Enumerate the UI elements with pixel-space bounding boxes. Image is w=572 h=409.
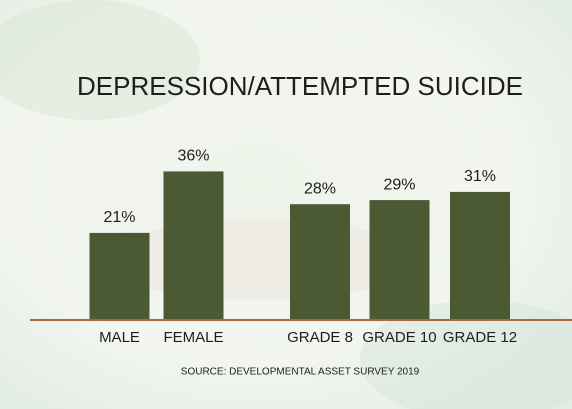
x-tick-label: GRADE 12: [443, 329, 517, 346]
value-label: 28%: [304, 180, 336, 197]
bar: [290, 204, 350, 319]
bar: [369, 200, 430, 319]
watercolor: [0, 0, 200, 120]
x-tick-label: GRADE 8: [287, 329, 353, 346]
value-label: 29%: [383, 176, 415, 193]
source-note: SOURCE: DEVELOPMENTAL ASSET SURVEY 2019: [181, 367, 420, 378]
bar: [450, 191, 510, 319]
value-label: 31%: [464, 168, 496, 185]
chart-title: DEPRESSION/ATTEMPTED SUICIDE: [77, 71, 523, 101]
x-tick-label: MALE: [99, 329, 140, 346]
x-tick-label: FEMALE: [163, 329, 223, 346]
watercolor: [360, 300, 572, 409]
value-label: 21%: [103, 209, 135, 226]
bar: [89, 232, 150, 319]
x-tick-label: GRADE 10: [362, 329, 436, 346]
value-label: 36%: [177, 148, 209, 165]
bar: [163, 171, 224, 319]
